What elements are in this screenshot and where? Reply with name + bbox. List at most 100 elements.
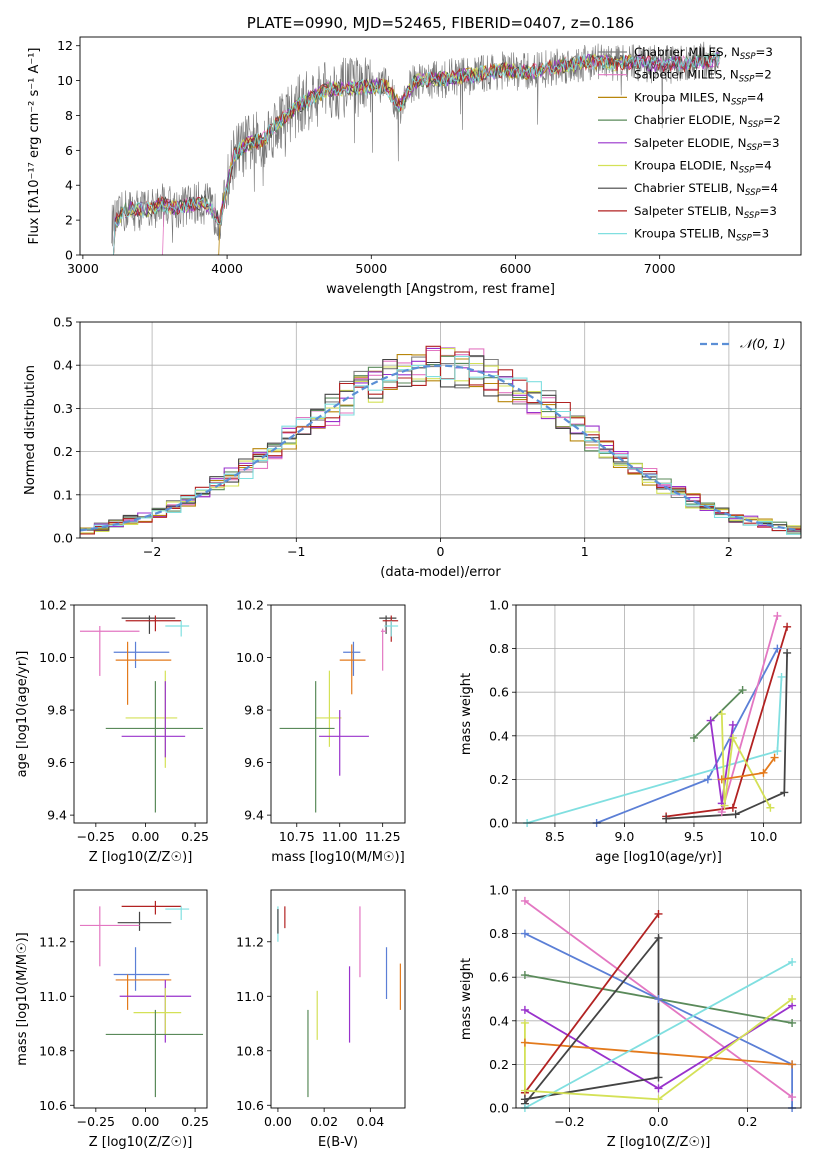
x-tick-label: 6000 xyxy=(500,261,532,276)
x-tick-label: −0.25 xyxy=(77,829,115,844)
x-tick-label: 5000 xyxy=(355,261,387,276)
plus-marker xyxy=(706,716,715,725)
weight-line xyxy=(524,961,793,1108)
plus-marker xyxy=(720,801,729,810)
plus-marker xyxy=(788,995,797,1003)
axes-frame xyxy=(73,889,208,1109)
weight-line xyxy=(720,713,772,809)
plot-age_Z: −0.25 0.00 0.25 9.4 9.6 9.8 10.0 10.2 Z [log10(Z… xyxy=(15,598,209,866)
x-tick-label: 0.25 xyxy=(181,829,209,844)
y-tick-label: 0.8 xyxy=(489,926,509,941)
y-tick-label: 4 xyxy=(65,178,73,193)
y-tick-label: 0.0 xyxy=(489,816,509,831)
y-tick-label: 0.2 xyxy=(489,772,509,787)
plus-marker xyxy=(773,644,782,653)
x-tick-label: 11.00 xyxy=(322,829,358,844)
plus-marker xyxy=(654,933,663,942)
x-tick-label: −2 xyxy=(143,544,161,559)
y-tick-label: 0.8 xyxy=(489,641,509,656)
y-tick-label: 9.6 xyxy=(244,755,264,770)
x-tick-label: 1 xyxy=(581,544,589,559)
x-tick-label: 0.0 xyxy=(649,1114,669,1129)
plot-area-age_mass xyxy=(279,615,399,813)
plus-marker xyxy=(788,1060,797,1069)
plus-marker xyxy=(770,753,779,762)
axes-frame xyxy=(515,889,802,1109)
y-axis-label: mass weight xyxy=(459,958,474,1040)
y-tick-label: 2 xyxy=(65,213,73,228)
plot-area-mass_Z xyxy=(79,900,204,1098)
y-tick-label: 9.8 xyxy=(47,703,67,718)
plus-marker xyxy=(788,1093,797,1102)
plus-marker xyxy=(703,775,712,784)
plus-marker xyxy=(788,1018,797,1027)
legend-label: Chabrier MILES, NSSP=3 xyxy=(634,45,773,62)
plus-marker xyxy=(520,1038,529,1047)
spectrum-data xyxy=(111,41,721,247)
model-spectrum xyxy=(111,52,720,255)
x-tick-label: 8.5 xyxy=(545,829,565,844)
x-tick-label: 9.0 xyxy=(614,829,634,844)
legend-label: Chabrier ELODIE, NSSP=2 xyxy=(634,113,781,130)
y-tick-label: 0.1 xyxy=(53,487,73,502)
y-tick-label: 8 xyxy=(65,108,73,123)
plus-marker xyxy=(783,648,792,657)
x-tick-label: 3000 xyxy=(67,261,99,276)
y-tick-label: 9.4 xyxy=(47,808,67,823)
plot-mass_Z: −0.25 0.00 0.25 10.6 10.8 11.0 11.2 Z [log10(Z/… xyxy=(15,889,209,1150)
weight-line xyxy=(720,615,779,813)
y-tick-label: 0.2 xyxy=(53,444,73,459)
x-axis-label: E(B-V) xyxy=(318,1135,358,1150)
plus-marker xyxy=(520,971,529,980)
plot-area-mass_ebv xyxy=(277,906,401,1098)
x-axis-label: Z [log10(Z/Z☉)] xyxy=(607,1135,711,1150)
x-axis-label: Z [log10(Z/Z☉)] xyxy=(89,1135,193,1150)
plus-marker xyxy=(520,1018,529,1027)
x-tick-label: 10.75 xyxy=(279,829,315,844)
y-tick-label: 11.2 xyxy=(39,934,67,949)
x-tick-label: 0.02 xyxy=(310,1114,338,1129)
y-tick-label: 0.2 xyxy=(489,1057,509,1072)
axes-frame xyxy=(79,321,802,539)
y-axis-label: Flux [fλ10⁻¹⁷ erg cm⁻² s⁻¹ A⁻¹] xyxy=(27,48,42,245)
axes-frame xyxy=(79,36,802,256)
y-axis-label: mass weight xyxy=(459,673,474,755)
legend-label: Salpeter MILES, NSSP=2 xyxy=(634,68,772,85)
plus-marker xyxy=(777,672,786,681)
plus-marker xyxy=(773,747,782,756)
legend-label: 𝒩(0, 1) xyxy=(740,336,786,351)
plus-marker xyxy=(766,803,775,812)
x-tick-label: 11.25 xyxy=(365,829,401,844)
y-tick-label: 0.4 xyxy=(53,358,73,373)
x-axis-label: wavelength [Angstrom, rest frame] xyxy=(326,282,555,297)
y-tick-label: 10.0 xyxy=(236,650,264,665)
y-tick-label: 9.4 xyxy=(244,808,264,823)
x-tick-label: 0.00 xyxy=(132,829,160,844)
y-axis-label: Normed distribution xyxy=(23,365,38,495)
legend-label: Salpeter STELIB, NSSP=3 xyxy=(634,204,777,221)
legend-label: Kroupa STELIB, NSSP=3 xyxy=(634,227,769,244)
x-tick-label: 7000 xyxy=(644,261,676,276)
plus-marker xyxy=(654,1084,663,1093)
legend: Chabrier MILES, NSSP=3 Salpeter MILES, NS… xyxy=(598,45,781,244)
plus-marker xyxy=(654,1073,663,1082)
y-tick-label: 9.6 xyxy=(47,755,67,770)
y-tick-label: 0.5 xyxy=(53,315,73,330)
axes-frame xyxy=(270,889,406,1109)
y-tick-label: 0.0 xyxy=(489,1101,509,1116)
y-tick-label: 0.4 xyxy=(489,1013,509,1028)
plot-area-spectrum xyxy=(111,41,721,255)
plus-marker xyxy=(689,733,698,742)
residual-histogram xyxy=(80,355,801,537)
legend-label: Kroupa MILES, NSSP=4 xyxy=(634,90,764,107)
y-tick-label: 0 xyxy=(65,248,73,263)
x-tick-label: 9.5 xyxy=(684,829,704,844)
plus-marker xyxy=(717,710,726,718)
plot-weight_Z: −0.2 0.0 0.2 0.0 0.2 0.4 0.6 0.8 1.0 Z [log10(Z/Z… xyxy=(459,883,802,1150)
y-tick-label: 10.8 xyxy=(39,1043,67,1058)
x-tick-label: −0.2 xyxy=(554,1114,584,1129)
legend-label: Kroupa ELODIE, NSSP=4 xyxy=(634,159,772,176)
y-tick-label: 6 xyxy=(65,143,73,158)
y-tick-label: 10.0 xyxy=(39,650,67,665)
plus-marker xyxy=(520,1005,529,1014)
